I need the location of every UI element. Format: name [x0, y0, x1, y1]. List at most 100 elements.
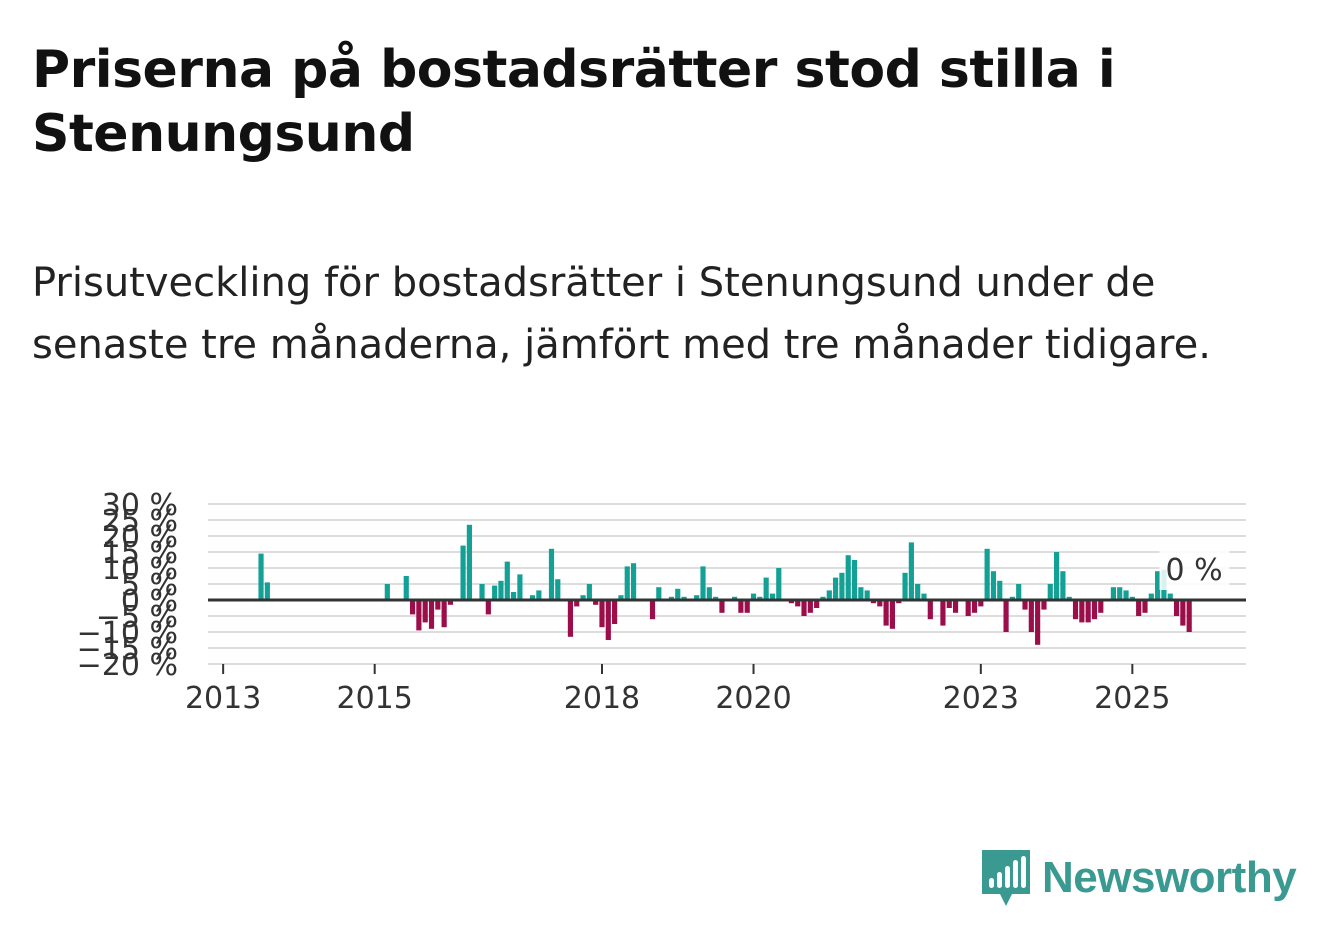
bar-2022-04	[921, 593, 927, 600]
bar-2016-01	[447, 600, 454, 605]
y-tick-label: −20 %	[77, 648, 178, 683]
chart-title: Priserna på bostadsrätter stod stilla i …	[32, 40, 1116, 164]
bar-2024-11	[1117, 587, 1123, 600]
bar-2024-04	[1072, 600, 1079, 620]
bar-2019-08	[719, 600, 725, 613]
x-tick-label: 2013	[185, 681, 261, 716]
bar-2023-07	[1016, 584, 1022, 600]
bar-2023-06	[1009, 596, 1015, 600]
bars	[258, 524, 1192, 645]
bar-2016-03	[460, 545, 466, 600]
bar-2016-09	[498, 580, 504, 600]
y-axis: −20 %−15 %−10 %−5 %0 %5 %10 %15 %20 %25 …	[77, 488, 178, 683]
bar-2018-10	[656, 587, 662, 600]
bar-2020-04	[769, 593, 776, 600]
bar-2013-07	[258, 553, 264, 600]
bar-2023-10	[1035, 600, 1041, 645]
bar-2021-11	[889, 600, 896, 629]
bar-2022-07	[940, 600, 946, 626]
x-tick-label: 2018	[564, 681, 640, 716]
bar-2024-10	[1110, 587, 1116, 600]
bar-2025-03	[1142, 600, 1148, 613]
bar-2021-08	[870, 600, 877, 604]
bar-2017-06	[555, 579, 561, 600]
newsworthy-logo: Newsworthy	[980, 848, 1297, 908]
bar-2022-09	[952, 600, 959, 613]
y-tick-label: 0 %	[121, 584, 178, 619]
bar-2023-04	[997, 580, 1003, 600]
x-axis: 2013 2015 2018 2020 2023 2025	[185, 664, 1171, 716]
bar-2024-07	[1091, 600, 1098, 620]
bar-2020-11	[814, 600, 820, 608]
last-value-label-bg	[1159, 550, 1230, 590]
bar-2019-12	[744, 600, 750, 613]
bar-2018-04	[618, 595, 624, 600]
bar-2022-03	[915, 584, 921, 600]
bar-2021-02	[833, 577, 839, 600]
bar-2021-10	[883, 600, 889, 626]
bar-2024-02	[1060, 571, 1066, 600]
bar-2023-02	[984, 548, 990, 600]
bar-2022-01	[902, 572, 908, 600]
y-tick-label: −5 %	[96, 600, 178, 635]
bar-2021-03	[839, 572, 845, 600]
x-tick-label: 2015	[337, 681, 413, 716]
bar-2021-07	[864, 590, 870, 600]
bar-2015-07	[409, 600, 416, 615]
bar-2022-08	[946, 600, 952, 608]
newsworthy-logo-icon	[982, 850, 1030, 906]
bar-2022-12	[971, 600, 978, 613]
y-tick-label: 25 %	[102, 504, 178, 539]
gridlines	[208, 503, 1246, 665]
bar-2020-10	[807, 600, 813, 613]
bar-2023-11	[1041, 600, 1047, 610]
bar-2018-01	[599, 600, 605, 628]
bar-2025-08	[1173, 600, 1180, 616]
bar-2015-09	[422, 600, 428, 623]
bar-2021-12	[896, 600, 902, 604]
bar-2019-01	[675, 588, 681, 600]
bar-2020-02	[757, 596, 763, 600]
bar-2023-05	[1003, 600, 1009, 632]
y-tick-label: 5 %	[121, 568, 178, 603]
bar-2013-08	[264, 582, 270, 600]
bar-2019-05	[700, 566, 706, 600]
bar-2017-12	[593, 600, 599, 605]
bar-2024-12	[1123, 590, 1129, 600]
bar-2015-08	[416, 600, 422, 631]
bar-2023-01	[978, 600, 984, 607]
bar-2024-05	[1079, 600, 1085, 623]
bar-2021-09	[877, 600, 883, 607]
bar-2017-03	[536, 590, 542, 600]
bar-2019-02	[681, 596, 687, 600]
bar-2015-10	[428, 600, 435, 629]
y-tick-label: −10 %	[77, 616, 178, 651]
bar-2018-06	[630, 563, 637, 600]
bar-2016-04	[466, 524, 472, 600]
bar-2018-05	[624, 566, 630, 600]
bar-2018-03	[612, 600, 618, 624]
bar-2025-01	[1129, 596, 1135, 600]
bar-2023-12	[1047, 584, 1053, 600]
bar-2023-08	[1022, 600, 1028, 610]
chart-subtitle: Prisutveckling för bostadsrätter i Stenu…	[32, 260, 1211, 368]
bar-2016-07	[485, 600, 491, 615]
bar-2017-11	[586, 584, 592, 600]
bar-2020-09	[801, 600, 807, 616]
bar-2025-04	[1148, 593, 1154, 600]
bar-2017-02	[529, 595, 536, 600]
bar-2023-09	[1028, 600, 1034, 632]
bar-2015-03	[384, 584, 390, 600]
bar-2019-11	[738, 600, 744, 613]
y-tick-label: 15 %	[102, 536, 178, 571]
bar-2015-06	[403, 576, 409, 600]
bar-2024-03	[1066, 596, 1072, 600]
bar-2016-11	[511, 592, 517, 600]
bar-2022-05	[927, 600, 933, 620]
bar-2025-09	[1180, 600, 1186, 626]
bar-2017-10	[580, 595, 586, 600]
bar-2015-11	[435, 600, 441, 610]
bar-2024-06	[1085, 600, 1091, 623]
bar-2017-09	[574, 600, 580, 607]
bar-2020-03	[763, 577, 769, 600]
